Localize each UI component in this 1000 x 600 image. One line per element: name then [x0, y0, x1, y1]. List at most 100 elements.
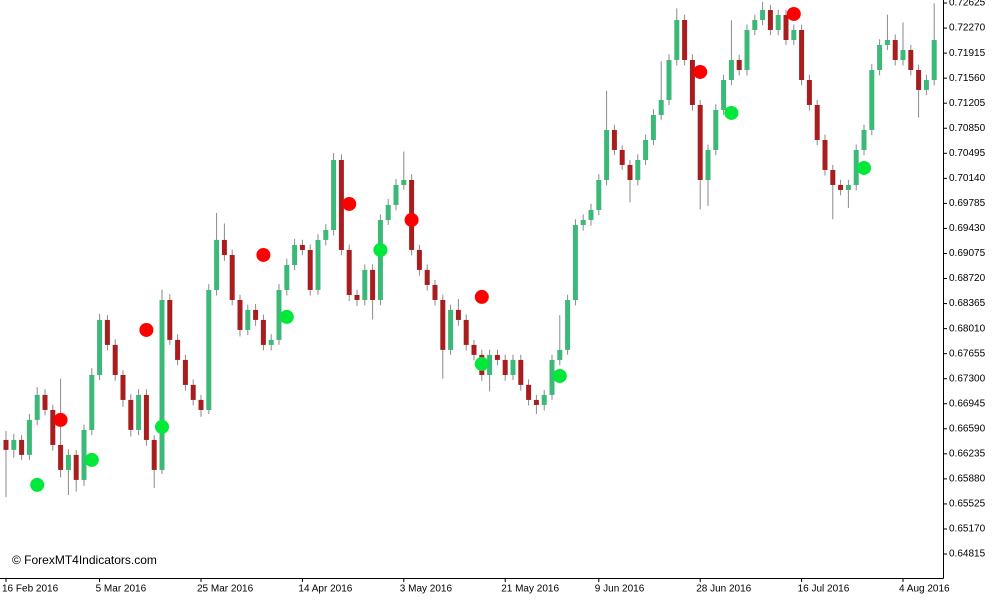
x-tick-label: 16 Feb 2016: [2, 584, 59, 595]
candle-body: [284, 264, 290, 290]
candle-body: [596, 179, 602, 210]
candle-body: [136, 394, 142, 430]
signal-dot: [342, 196, 357, 211]
candle-body: [689, 59, 695, 105]
candle-body: [674, 19, 680, 60]
candle-body: [658, 99, 664, 115]
candle-body: [845, 184, 851, 190]
y-tick-label: 0.69430: [949, 223, 986, 234]
candle-body: [377, 219, 383, 300]
candle-body: [401, 179, 407, 185]
candle-body: [877, 45, 883, 70]
candle-body: [424, 269, 430, 285]
candle-body: [198, 399, 204, 410]
candle-body: [175, 339, 181, 360]
candle-body: [73, 454, 79, 480]
signal-dot: [552, 368, 567, 383]
signal-dot: [139, 322, 154, 337]
signal-dot: [373, 242, 388, 257]
y-tick-label: 0.69075: [949, 248, 986, 259]
candle-body: [128, 399, 134, 430]
candle-body: [112, 344, 118, 375]
y-tick-label: 0.67300: [949, 373, 986, 384]
y-tick-label: 0.68365: [949, 298, 986, 309]
candle-body: [572, 224, 578, 300]
candle-body: [767, 10, 773, 30]
candle-body: [588, 209, 594, 220]
x-tick-label: 28 Jun 2016: [696, 584, 751, 595]
x-tick-label: 3 May 2016: [400, 584, 453, 595]
y-tick-label: 0.71915: [949, 48, 986, 59]
candle-body: [253, 309, 259, 320]
candle-body: [50, 409, 56, 445]
x-tick-label: 21 May 2016: [501, 584, 559, 595]
signal-dot: [786, 6, 801, 21]
candle-body: [346, 249, 352, 295]
candle-body: [81, 429, 87, 480]
candle-body: [526, 384, 532, 400]
candle-body: [65, 454, 71, 470]
watermark: © ForexMT4Indicators.com: [12, 553, 157, 567]
candle-body: [838, 184, 844, 190]
candle-body: [783, 15, 789, 41]
candle-body: [752, 19, 758, 30]
candle-body: [159, 299, 165, 470]
candle-body: [362, 269, 368, 300]
candle-body: [744, 29, 750, 70]
candle-body: [853, 149, 859, 185]
candle-body: [58, 444, 64, 470]
candle-body: [143, 394, 149, 440]
candle-body: [869, 69, 875, 130]
candle-body: [190, 384, 196, 400]
candle-body: [728, 59, 734, 81]
y-tick-label: 0.64815: [949, 549, 986, 560]
candle-body: [463, 319, 469, 345]
candle-body: [931, 40, 937, 81]
candle-body: [89, 374, 95, 430]
y-tick-label: 0.68010: [949, 323, 986, 334]
candle-body: [518, 359, 524, 385]
y-tick-label: 0.71205: [949, 98, 986, 109]
signal-dot: [474, 289, 489, 304]
y-tick-label: 0.72625: [949, 0, 986, 9]
candle-body: [705, 149, 711, 180]
candle-body: [167, 299, 173, 340]
candle-body: [799, 29, 805, 81]
candle-body: [268, 339, 274, 345]
candle-body: [97, 319, 103, 375]
candle-body: [635, 160, 641, 180]
y-tick-label: 0.69785: [949, 198, 986, 209]
signal-dot: [30, 477, 45, 492]
candle-body: [884, 40, 890, 46]
candle-body: [182, 359, 188, 385]
signal-dot: [53, 412, 68, 427]
candle-body: [120, 374, 126, 400]
candle-body: [830, 169, 836, 185]
candle-body: [471, 344, 477, 355]
candle-body: [549, 359, 555, 395]
signal-dot: [256, 247, 271, 262]
candle-body: [908, 50, 914, 70]
x-tick-label: 25 Mar 2016: [197, 584, 254, 595]
candle-body: [713, 109, 719, 150]
signal-dot: [693, 64, 708, 79]
candle-body: [448, 309, 454, 350]
candle-body: [604, 129, 610, 180]
candle-body: [619, 149, 625, 165]
candle-body: [736, 59, 742, 70]
y-tick-label: 0.65170: [949, 524, 986, 535]
candle-body: [806, 80, 812, 105]
candle-body: [541, 394, 547, 405]
candle-body: [580, 219, 586, 225]
candle-body: [487, 354, 493, 375]
candle-body: [42, 394, 48, 410]
candle-body: [611, 129, 617, 150]
candle-body: [440, 299, 446, 350]
candle-body: [323, 229, 329, 240]
candle-body: [666, 59, 672, 100]
candle-body: [557, 349, 563, 360]
candle-body: [151, 439, 157, 470]
candle-body: [923, 80, 929, 90]
y-tick-label: 0.67655: [949, 348, 986, 359]
